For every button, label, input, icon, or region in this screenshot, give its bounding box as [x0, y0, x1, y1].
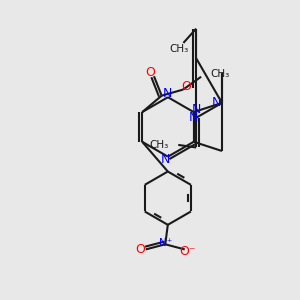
Text: N: N [163, 87, 172, 100]
Text: O: O [181, 80, 191, 94]
Text: N: N [189, 111, 198, 124]
Text: CH₃: CH₃ [210, 69, 230, 79]
Text: CH₃: CH₃ [150, 140, 169, 150]
Text: N: N [212, 96, 221, 110]
Text: O: O [145, 66, 155, 79]
Text: N⁺: N⁺ [159, 238, 172, 248]
Text: N: N [192, 103, 201, 116]
Text: O: O [136, 243, 146, 256]
Text: O⁻: O⁻ [179, 245, 196, 259]
Text: CH₃: CH₃ [170, 44, 189, 54]
Text: N: N [161, 153, 170, 166]
